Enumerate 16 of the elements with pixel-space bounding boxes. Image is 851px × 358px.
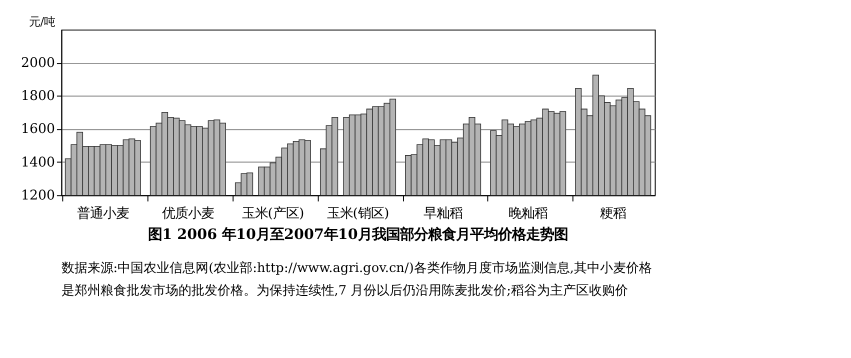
x-tick-label: 玉米(销区) <box>326 206 390 222</box>
y-axis-title: 元/吨 <box>29 14 56 28</box>
x-tick-label: 粳稻 <box>600 206 626 222</box>
y-tick-label: 2000 <box>20 56 56 72</box>
y-tick-label: 1600 <box>20 122 56 138</box>
y-tick-label: 1200 <box>20 188 56 204</box>
x-tick-label: 优质小麦 <box>162 206 214 222</box>
x-tick-label: 玉米(产区) <box>242 206 304 222</box>
x-tick-label: 普通小麦 <box>76 206 129 222</box>
source-note: 数据来源:中国农业信息网(农业部:http://www.agri.gov.cn/)各类作物月度市场监测信息,其中小麦价格 <box>61 260 652 276</box>
text: 是郑州粮食批发市场的批发价格。为保持连续性,7 月份以后仍沿用陈麦批发价;稻谷为主产区收购价 <box>61 282 628 299</box>
x-tick-label: 晚籼稻 <box>508 206 548 222</box>
x-tick-label: 早籼稻 <box>424 206 463 222</box>
y-tick-label: 1800 <box>20 89 56 104</box>
y-tick-label: 1400 <box>20 155 56 170</box>
text: 图1 2006 年10月至2007年10月我国部分粮食月平均价格走势图 <box>148 226 568 244</box>
